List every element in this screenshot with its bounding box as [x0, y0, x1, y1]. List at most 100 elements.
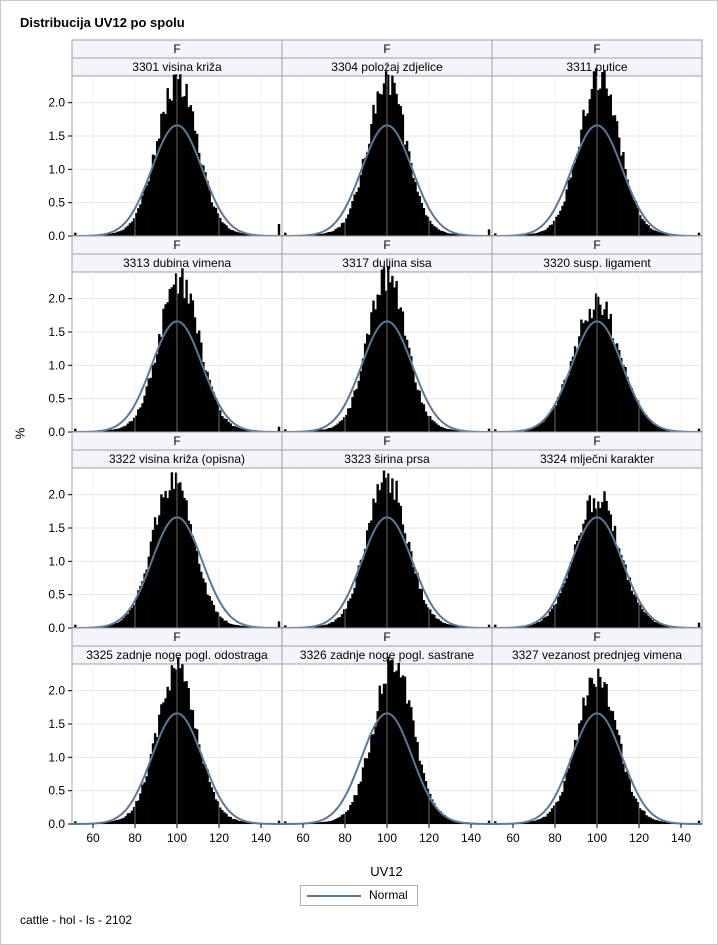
histogram-bar [445, 232, 449, 236]
histogram-bar [210, 386, 213, 432]
histogram-bar [622, 365, 625, 432]
histogram-bar [216, 213, 220, 236]
histogram-bar [664, 233, 667, 236]
histogram-bar [328, 821, 331, 824]
histogram-bar [143, 573, 146, 628]
histogram-bar [618, 548, 621, 628]
histogram-bar [447, 233, 451, 236]
histogram-bar [166, 498, 169, 628]
histogram-bar [128, 223, 132, 236]
histogram-bar [351, 396, 354, 432]
histogram-bar [494, 233, 497, 236]
histogram-bar [164, 304, 167, 432]
histogram-bar [231, 230, 234, 236]
histogram-bar [550, 608, 554, 628]
histogram-bar [391, 659, 394, 824]
histogram-bar [216, 612, 220, 628]
histogram-bar [328, 623, 331, 628]
histogram-bar [357, 380, 360, 432]
histogram-bar [389, 94, 392, 236]
histogram-bar [624, 367, 627, 432]
histogram-bar [338, 421, 342, 432]
histogram-bar [418, 390, 421, 432]
x-tick-label: 100 [167, 831, 187, 845]
histogram-bar [615, 343, 619, 432]
histogram-bar [391, 478, 394, 628]
histogram-bar [162, 497, 165, 628]
histogram-bar [580, 129, 583, 236]
histogram-bar [576, 740, 579, 824]
histogram-bar [353, 390, 356, 432]
histogram-bar [147, 766, 150, 824]
histogram-bar [200, 342, 203, 432]
histogram-bar [189, 105, 192, 236]
histogram-bar [361, 358, 365, 432]
histogram-bar [649, 228, 652, 236]
histogram-bar [405, 703, 409, 824]
histogram-bar [198, 563, 201, 628]
histogram-bar [116, 622, 119, 628]
strip-sex-label: F [593, 434, 600, 448]
histogram-bar [531, 233, 535, 236]
histogram-bar [399, 307, 402, 432]
histogram-bar [420, 202, 423, 236]
histogram-bar [435, 423, 438, 432]
histogram-bar [559, 210, 562, 236]
histogram-bar [372, 300, 375, 432]
histogram-bar [122, 817, 125, 824]
histogram-bar [219, 616, 222, 628]
y-tick-label: 0.5 [48, 784, 65, 798]
strip-sex-label: F [173, 630, 180, 644]
histogram-bar [655, 425, 659, 432]
histogram-bar [636, 602, 640, 628]
histogram-bar [603, 491, 606, 628]
histogram-bar [315, 234, 318, 236]
histogram-bar [145, 776, 148, 824]
histogram-bar [626, 770, 629, 824]
histogram-bar [552, 605, 556, 628]
histogram-bar [664, 625, 667, 628]
footnote: cattle - hol - ls - 2102 [20, 913, 133, 927]
histogram-bar [607, 319, 610, 432]
histogram-bar [233, 426, 237, 432]
histogram-bar [420, 764, 423, 824]
normal-curve [72, 712, 282, 825]
histogram-bar [542, 421, 545, 432]
histogram-bar [592, 71, 596, 236]
histogram-bar [277, 426, 281, 432]
histogram-bar [135, 598, 138, 628]
histogram-bar [147, 181, 150, 236]
histogram-bar [332, 819, 335, 824]
histogram-bar [597, 89, 600, 236]
histogram-bar [580, 319, 583, 432]
histogram-bar [548, 611, 552, 628]
histogram-bar [531, 426, 535, 432]
histogram-bar [452, 429, 455, 432]
histogram-bar [424, 780, 428, 824]
x-tick-label: 80 [548, 831, 562, 845]
histogram-bar [332, 621, 335, 628]
histogram-bar [439, 426, 442, 432]
strip-sex-label: F [173, 238, 180, 252]
histogram-bar [246, 822, 249, 824]
histogram-bar [109, 429, 113, 432]
histogram-bar [431, 419, 434, 432]
x-tick-label: 120 [209, 831, 229, 845]
histogram-bar [487, 428, 491, 432]
histogram-bar [456, 625, 459, 628]
histogram-bar [613, 115, 617, 236]
histogram-bar [210, 600, 213, 628]
normal-curve [492, 124, 702, 237]
histogram-bar [426, 607, 430, 628]
y-tick-label: 1.0 [48, 162, 65, 176]
y-tick-label: 0.0 [48, 425, 65, 439]
histogram-bar [653, 424, 657, 432]
histogram-bar [351, 802, 354, 824]
histogram-bar [624, 771, 627, 824]
histogram-bar [599, 507, 602, 628]
histogram-bar [441, 231, 444, 236]
histogram-bar [118, 621, 121, 628]
histogram-bar [605, 683, 608, 824]
histogram-bar [605, 500, 608, 628]
strip-trait-label: 3313 dubina vimena [123, 256, 231, 270]
